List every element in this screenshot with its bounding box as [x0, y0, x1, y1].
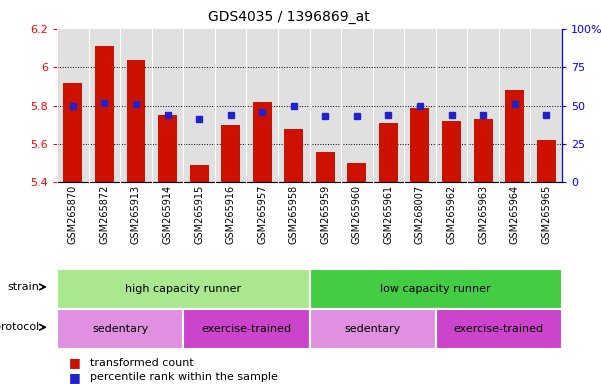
Text: strain: strain — [7, 282, 39, 292]
Bar — [474, 119, 492, 182]
Text: GSM265960: GSM265960 — [352, 185, 362, 244]
Text: GSM268007: GSM268007 — [415, 185, 425, 244]
Bar — [505, 90, 524, 182]
Bar — [410, 108, 429, 182]
Text: GSM265964: GSM265964 — [510, 185, 520, 244]
Bar — [190, 165, 209, 182]
Bar — [347, 163, 367, 182]
Text: GSM265959: GSM265959 — [320, 185, 331, 244]
Text: exercise-trained: exercise-trained — [201, 324, 291, 334]
Text: protocol: protocol — [0, 322, 39, 332]
Bar — [442, 121, 461, 182]
Text: GSM265913: GSM265913 — [131, 185, 141, 244]
Text: GSM265965: GSM265965 — [541, 185, 551, 244]
Bar — [221, 125, 240, 182]
Text: GSM265963: GSM265963 — [478, 185, 488, 244]
Bar — [158, 115, 177, 182]
Text: GDS4035 / 1396869_at: GDS4035 / 1396869_at — [207, 10, 370, 23]
Text: ■: ■ — [69, 371, 81, 384]
Text: GSM265961: GSM265961 — [383, 185, 394, 244]
Text: exercise-trained: exercise-trained — [454, 324, 544, 334]
Text: GSM265914: GSM265914 — [162, 185, 172, 244]
Text: GSM265957: GSM265957 — [257, 185, 267, 244]
Bar — [316, 152, 335, 182]
Text: high capacity runner: high capacity runner — [125, 284, 242, 294]
Text: GSM265916: GSM265916 — [225, 185, 236, 244]
Bar — [537, 140, 555, 182]
Text: GSM265870: GSM265870 — [68, 185, 78, 244]
Text: GSM265915: GSM265915 — [194, 185, 204, 244]
Bar — [284, 129, 304, 182]
Bar — [253, 102, 272, 182]
Bar — [379, 123, 398, 182]
Text: GSM265872: GSM265872 — [99, 185, 109, 244]
Text: GSM265958: GSM265958 — [288, 185, 299, 244]
Text: transformed count: transformed count — [90, 358, 194, 368]
Text: percentile rank within the sample: percentile rank within the sample — [90, 372, 278, 382]
Text: ■: ■ — [69, 356, 81, 369]
Text: sedentary: sedentary — [344, 324, 401, 334]
Bar — [95, 46, 114, 182]
Text: GSM265962: GSM265962 — [447, 185, 457, 244]
Bar — [127, 60, 145, 182]
Bar — [64, 83, 82, 182]
Text: low capacity runner: low capacity runner — [380, 284, 491, 294]
Text: sedentary: sedentary — [92, 324, 148, 334]
